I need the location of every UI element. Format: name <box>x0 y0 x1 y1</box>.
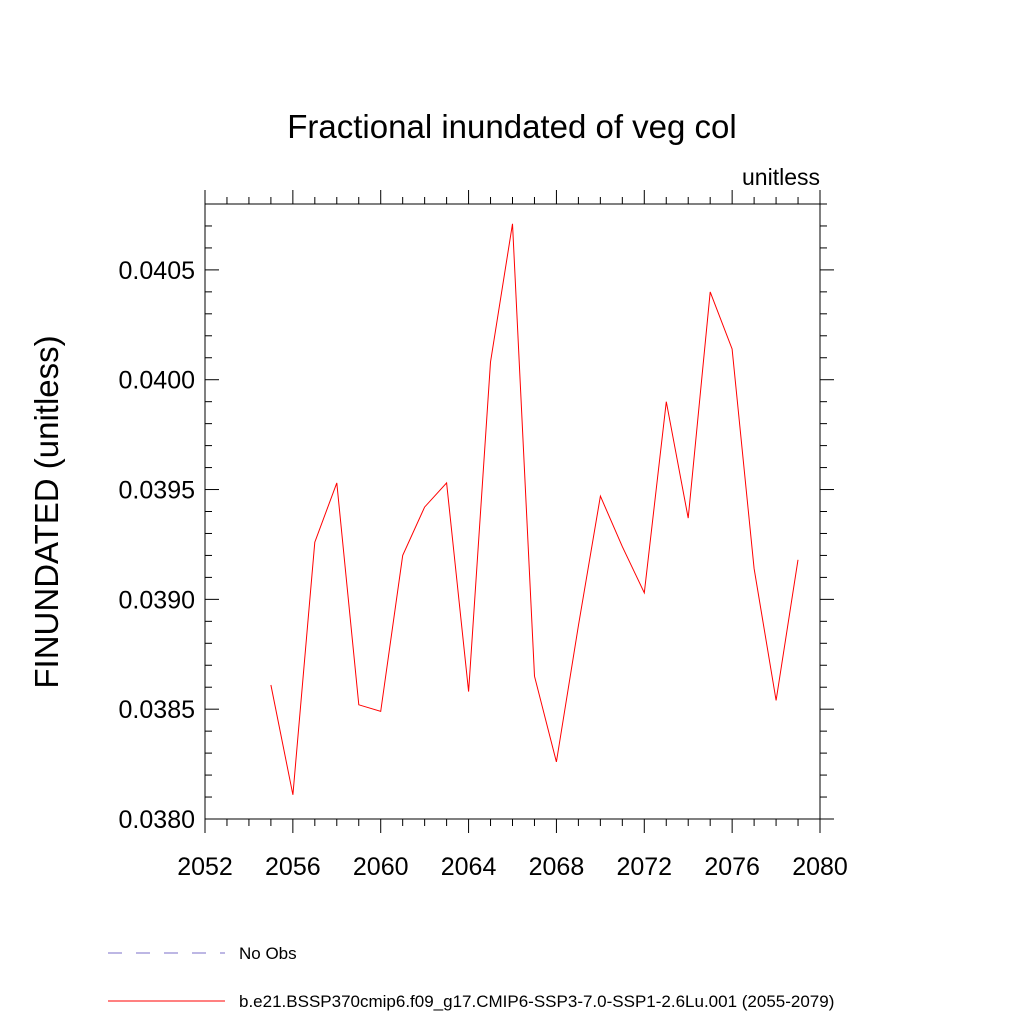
y-axis-label: FINUNDATED (unitless) <box>28 335 65 688</box>
series-line <box>270 223 799 795</box>
x-tick-label: 2052 <box>177 853 233 881</box>
chart-title: Fractional inundated of veg col <box>287 108 736 145</box>
y-tick-label: 0.0395 <box>119 477 195 505</box>
y-tick-label: 0.0385 <box>119 696 195 724</box>
plot-frame <box>204 203 821 820</box>
x-tick-label: 2080 <box>792 853 848 881</box>
legend-label-no-obs: No Obs <box>239 944 297 963</box>
y-tick-labels: 0.0380 0.0385 0.0390 0.0395 0.0400 0.0405 <box>119 257 195 834</box>
x-tick-label: 2060 <box>353 853 409 881</box>
y-tick-label: 0.0390 <box>119 586 195 614</box>
y-tick-label: 0.0400 <box>119 367 195 395</box>
y-tick-label: 0.0380 <box>119 806 195 834</box>
legend-label-model: b.e21.BSSP370cmip6.f09_g17.CMIP6-SSP3-7.… <box>239 992 834 1011</box>
x-tick-label: 2076 <box>704 853 760 881</box>
legend: No Obs b.e21.BSSP370cmip6.f09_g17.CMIP6-… <box>108 944 834 1011</box>
y-tick-label: 0.0405 <box>119 257 195 285</box>
axis-ticks <box>204 190 834 833</box>
x-tick-label: 2056 <box>265 853 321 881</box>
x-tick-label: 2064 <box>441 853 497 881</box>
units-label: unitless <box>742 164 820 190</box>
x-tick-label: 2072 <box>616 853 672 881</box>
x-tick-label: 2068 <box>529 853 585 881</box>
data-series <box>270 223 799 795</box>
x-tick-labels: 2052 2056 2060 2064 2068 2072 2076 2080 <box>177 853 848 881</box>
